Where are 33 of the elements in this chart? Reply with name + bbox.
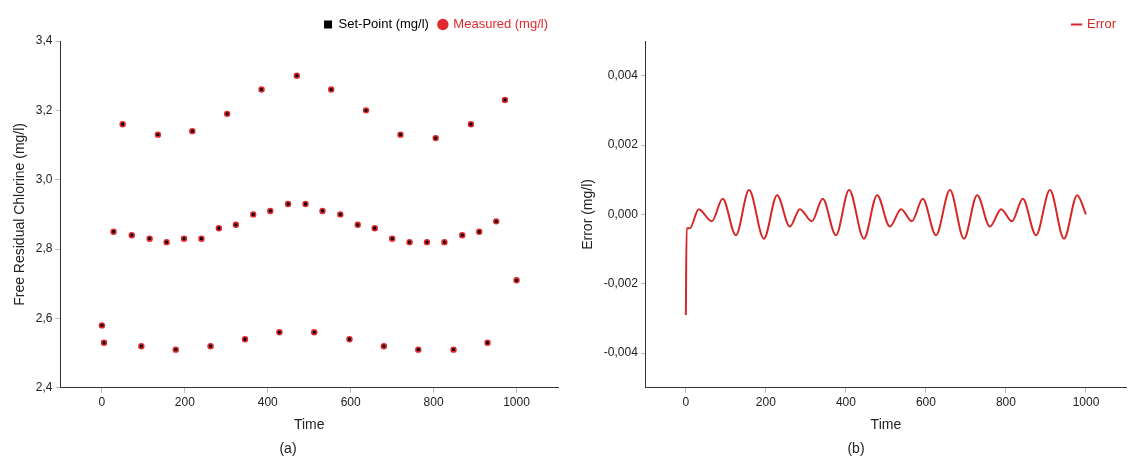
x-tick-label: 200 <box>755 395 777 410</box>
text: (a) <box>278 440 298 456</box>
y-tick-label: 2,4 <box>35 380 53 395</box>
y-tick-label: 0,002 <box>607 137 639 152</box>
x-tick-label: 0 <box>98 395 106 410</box>
y-tick-label: -0,004 <box>603 345 639 360</box>
legend-label: Error <box>1087 16 1117 32</box>
x-tick-label: 0 <box>682 395 690 410</box>
y-tick-label: 2,8 <box>35 241 53 256</box>
y-tick-label: 2,6 <box>35 310 53 325</box>
y-tick-label: 3,0 <box>35 172 53 187</box>
text: (b) <box>846 440 866 456</box>
x-tick-label: 200 <box>174 395 196 410</box>
x-tick-label: 800 <box>995 395 1017 410</box>
y-tick-label: 0,000 <box>607 206 639 221</box>
y-tick-label: 0,004 <box>607 67 639 82</box>
x-tick-label: 400 <box>835 395 857 410</box>
y-tick-label: 3,4 <box>35 33 53 48</box>
x-tick-label: 1000 <box>503 395 531 410</box>
y-tick-label: -0,002 <box>603 276 639 291</box>
y-tick-label: 3,2 <box>35 102 53 117</box>
legend-label: Set-Point (mg/l) <box>338 16 429 32</box>
x-axis-title: Time <box>870 416 902 433</box>
x-tick-label: 600 <box>915 395 937 410</box>
x-tick-label: 400 <box>257 395 279 410</box>
y-axis-title: Error (mg/l) <box>579 179 596 250</box>
x-tick-label: 600 <box>340 395 362 410</box>
x-axis-title: Time <box>293 416 325 433</box>
legend-label: Measured (mg/l) <box>453 16 548 32</box>
line-series <box>684 189 1087 316</box>
x-tick-label: 1000 <box>1072 395 1100 410</box>
y-axis-title: Free Residual Chlorine (mg/l) <box>11 122 28 306</box>
x-tick-label: 800 <box>423 395 444 410</box>
